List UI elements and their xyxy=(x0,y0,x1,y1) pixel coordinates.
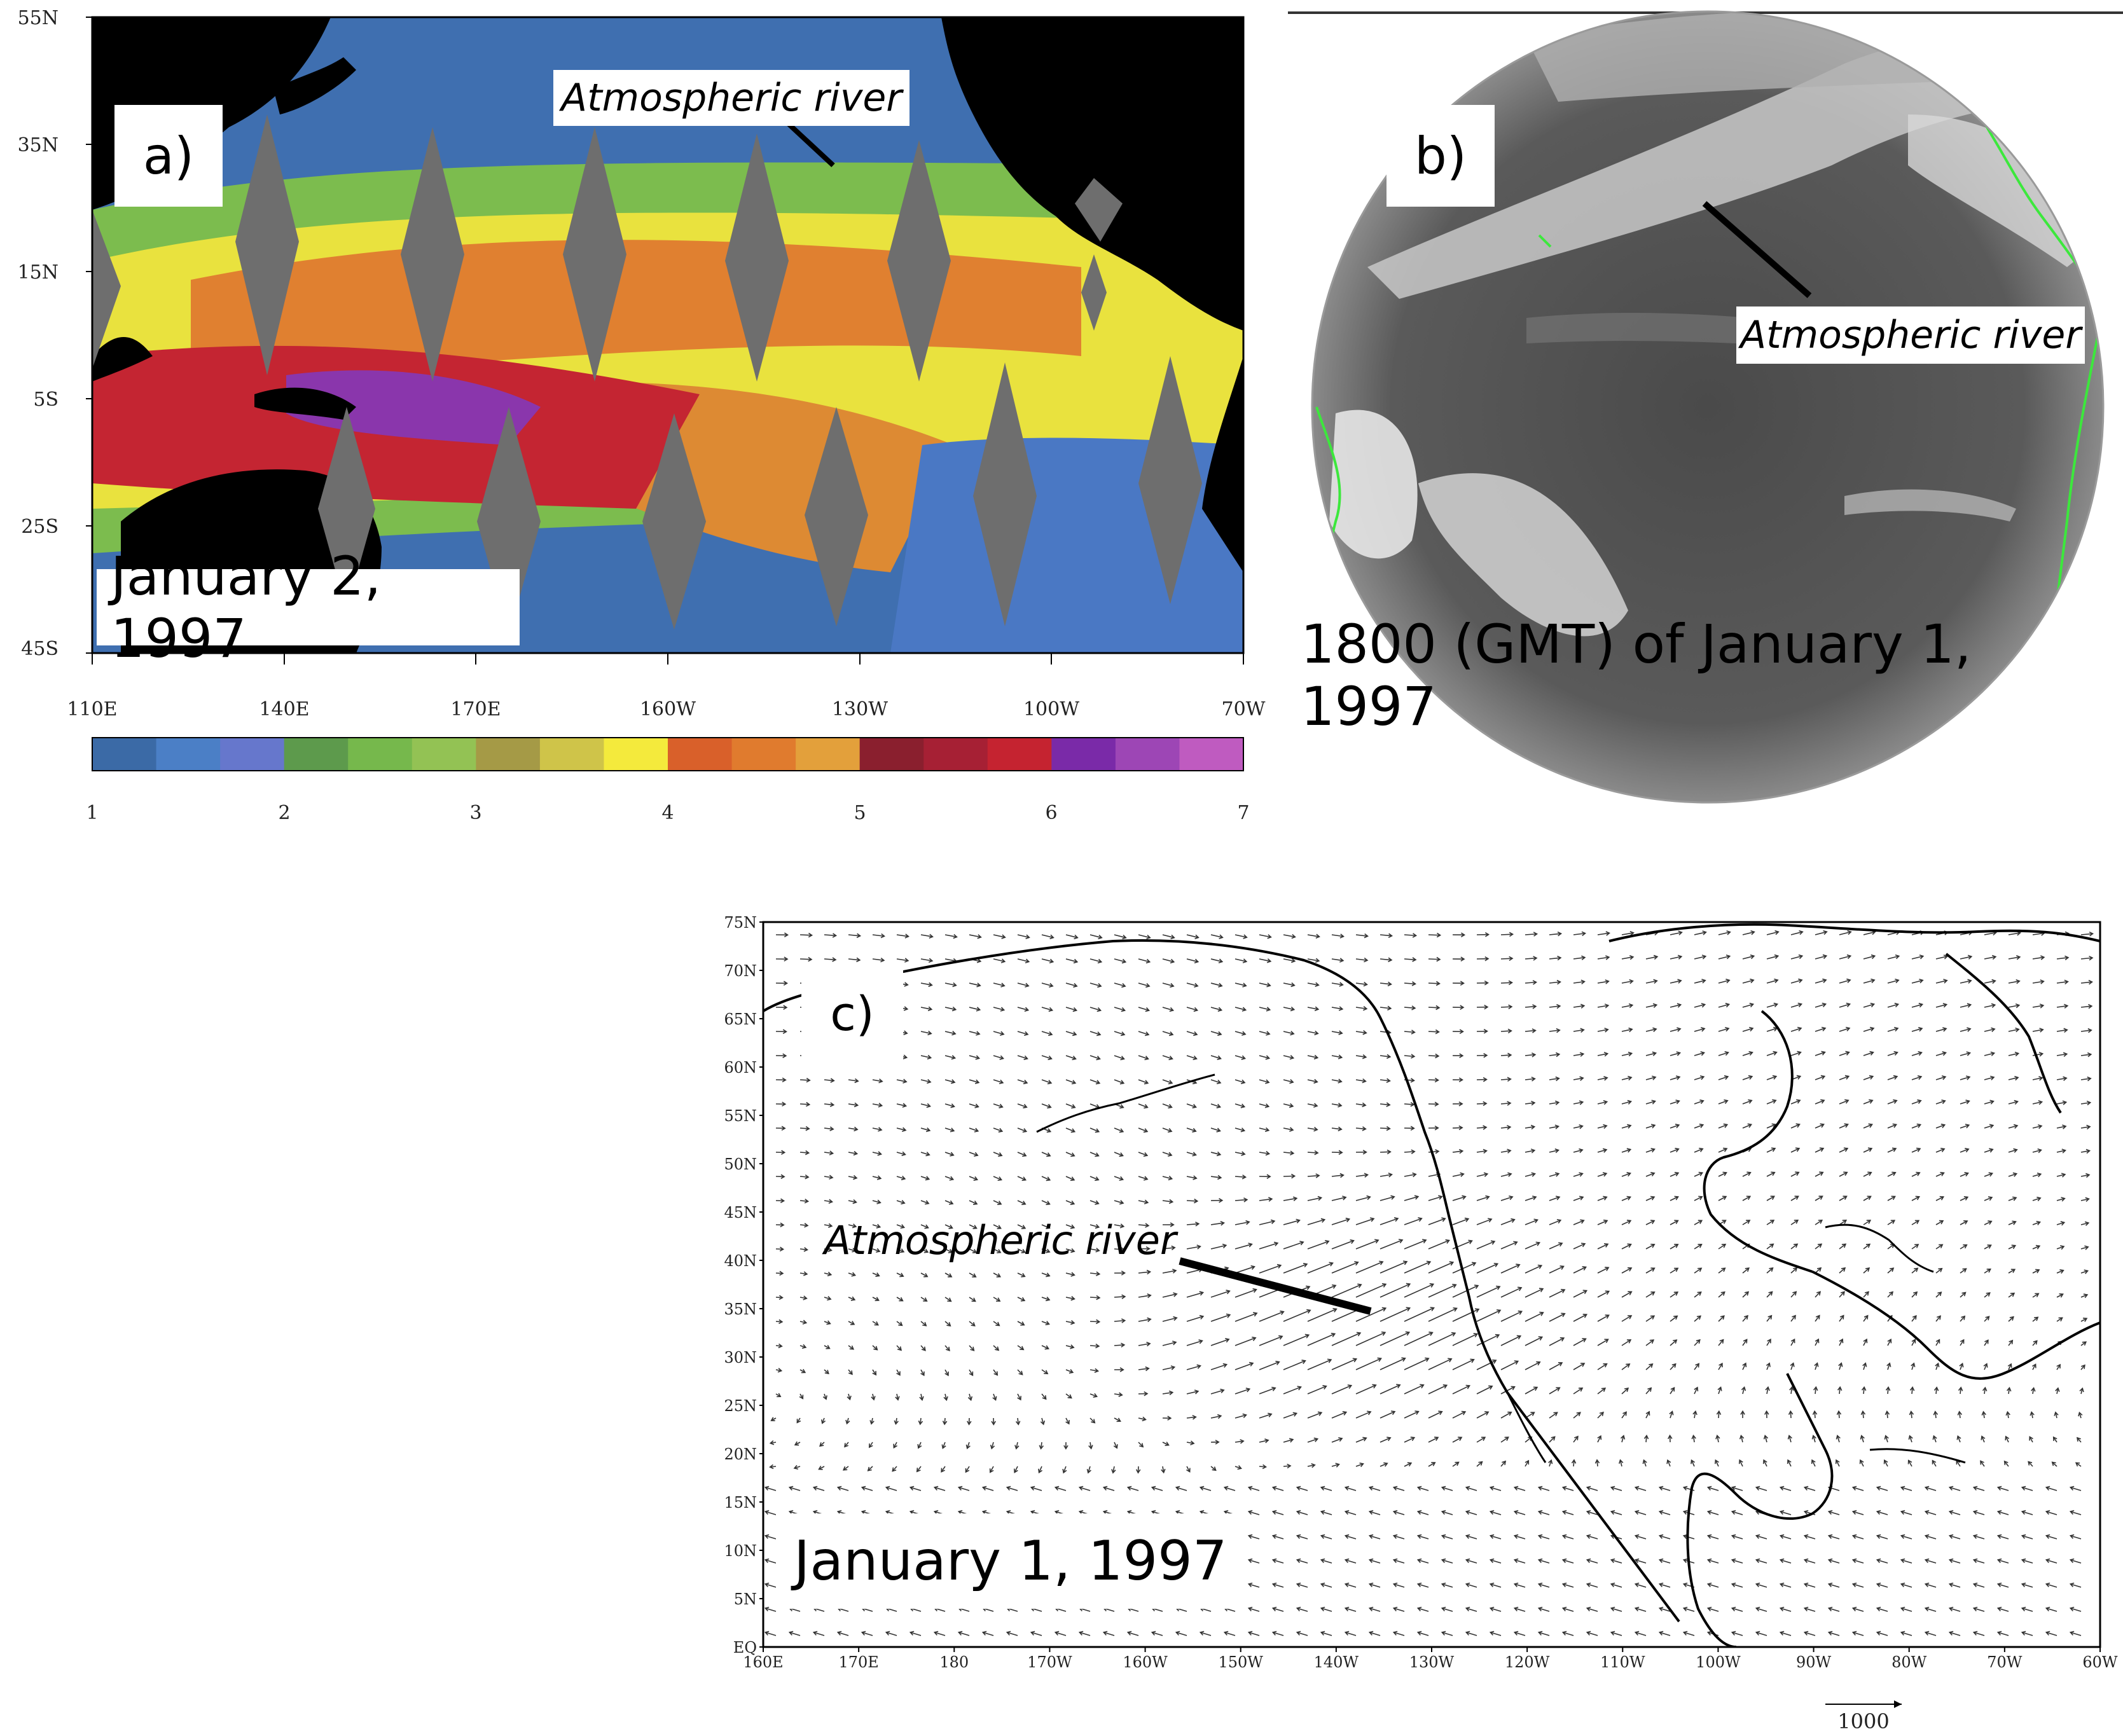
lon-tick: 100W xyxy=(1696,1653,1741,1671)
lat-tick: 5N xyxy=(734,1590,757,1608)
colorbar-swatch xyxy=(1179,738,1243,771)
lon-tick: 70W xyxy=(1987,1653,2023,1671)
panel-b-annotation: Atmospheric river xyxy=(1736,307,2085,364)
lon-tick: 180 xyxy=(939,1653,969,1671)
lat-tick: 35N xyxy=(724,1300,757,1318)
lon-tick: 90W xyxy=(1796,1653,1832,1671)
colorbar-swatch xyxy=(1051,738,1116,771)
colorbar-tick: 4 xyxy=(661,802,674,824)
lat-tick: 75N xyxy=(724,914,757,932)
lat-tick: 20N xyxy=(724,1445,757,1463)
colorbar-tick: 6 xyxy=(1045,802,1057,824)
lon-tick: 150W xyxy=(1218,1653,1263,1671)
lon-tick: 160E xyxy=(743,1653,783,1671)
colorbar-swatch xyxy=(923,738,988,771)
lat-tick: 25S xyxy=(21,516,59,538)
panel-a-date: January 2, 1997 xyxy=(97,569,520,645)
panel-b-label: b) xyxy=(1387,105,1495,207)
lon-tick: 60W xyxy=(2082,1653,2118,1671)
panel-a-label: a) xyxy=(114,105,223,207)
lon-tick: 100W xyxy=(1023,698,1079,720)
colorbar-swatch xyxy=(1116,738,1180,771)
lat-tick: 10N xyxy=(724,1542,757,1560)
lon-tick: 170E xyxy=(450,698,501,720)
lon-tick: 140W xyxy=(1314,1653,1359,1671)
colorbar-swatch xyxy=(284,738,349,771)
lon-tick: 170E xyxy=(838,1653,878,1671)
colorbar-swatch xyxy=(476,738,540,771)
lat-tick: 55N xyxy=(18,7,59,29)
panel-c-annotation: Atmospheric river xyxy=(820,1211,1180,1269)
lat-tick: 25N xyxy=(724,1397,757,1415)
lon-tick: 170W xyxy=(1027,1653,1072,1671)
colorbar-tick: 7 xyxy=(1237,802,1249,824)
lat-tick: 15N xyxy=(18,261,59,284)
lat-tick: 45N xyxy=(724,1204,757,1222)
colorbar-swatch xyxy=(412,738,476,771)
lat-tick: 55N xyxy=(724,1107,757,1125)
panel-a-water-vapor-map: 55N 35N 15N 5S 25S 45S 110E 140E 170E 1 6 xyxy=(0,0,1272,839)
lat-tick: 60N xyxy=(724,1059,757,1077)
colorbar-tick: 1 xyxy=(86,802,98,824)
colorbar-swatch xyxy=(220,738,284,771)
lon-tick: 140E xyxy=(259,698,309,720)
colorbar-swatch xyxy=(348,738,412,771)
lon-tick: 160W xyxy=(640,698,696,720)
panel-a-colorbar xyxy=(92,738,1244,771)
panel-c-lat-axis: 75N 70N 65N 60N 55N 50N 45N 40N 35N 30N 25N 20N 15N 1… xyxy=(724,914,763,1657)
lat-tick: 45S xyxy=(21,638,59,660)
colorbar-swatch xyxy=(540,738,604,771)
lat-tick: 30N xyxy=(724,1349,757,1367)
lat-tick: 40N xyxy=(724,1252,757,1270)
reference-vector-label: 1000 xyxy=(1837,1709,1889,1733)
lon-tick: 110E xyxy=(67,698,117,720)
lon-tick: 70W xyxy=(1221,698,1265,720)
colorbar-tick: 5 xyxy=(854,802,866,824)
lat-tick: 65N xyxy=(724,1010,757,1028)
lat-tick: 5S xyxy=(33,389,59,411)
colorbar-swatch xyxy=(732,738,796,771)
lon-tick: 130W xyxy=(832,698,888,720)
lat-tick: 50N xyxy=(724,1155,757,1173)
panel-b-satellite-image: b) Atmospheric river 1800 (GMT) of Janua… xyxy=(1272,0,2123,839)
lon-tick: 160W xyxy=(1123,1653,1168,1671)
panel-c-label: c) xyxy=(801,967,903,1062)
lon-tick: 120W xyxy=(1505,1653,1550,1671)
lat-tick: 70N xyxy=(724,962,757,980)
colorbar-swatch xyxy=(92,738,156,771)
lat-tick: 35N xyxy=(18,134,59,156)
colorbar-tick: 3 xyxy=(469,802,481,824)
reference-vector: 1000 xyxy=(1825,1700,1902,1733)
colorbar-swatch xyxy=(860,738,924,771)
lat-tick: 15N xyxy=(724,1494,757,1512)
colorbar-tick: 2 xyxy=(278,802,290,824)
panel-a-lat-axis: 55N 35N 15N 5S 25S 45S xyxy=(18,7,92,660)
colorbar-swatch xyxy=(604,738,668,771)
panel-a-colorbar-ticks: 1 2 3 4 5 6 7 xyxy=(86,802,1249,824)
colorbar-swatch xyxy=(796,738,860,771)
colorbar-swatch xyxy=(668,738,732,771)
panel-b-caption: 1800 (GMT) of January 1, 1997 xyxy=(1301,637,2096,713)
colorbar-swatch xyxy=(988,738,1052,771)
panel-c-wind-vector-map: 75N 70N 65N 60N 55N 50N 45N 40N 35N 30N 25N 20N 15N 1… xyxy=(706,890,2123,1733)
colorbar-swatch xyxy=(156,738,221,771)
panel-a-annotation: Atmospheric river xyxy=(553,70,909,126)
lon-tick: 130W xyxy=(1409,1653,1455,1671)
lon-tick: 110W xyxy=(1600,1653,1645,1671)
panel-c-date: January 1, 1997 xyxy=(776,1513,1240,1609)
lon-tick: 80W xyxy=(1891,1653,1927,1671)
panel-c-lon-axis: 160E 170E 180 170W 160W 150W 140W 130W 120W 110W 1… xyxy=(743,1647,2118,1671)
